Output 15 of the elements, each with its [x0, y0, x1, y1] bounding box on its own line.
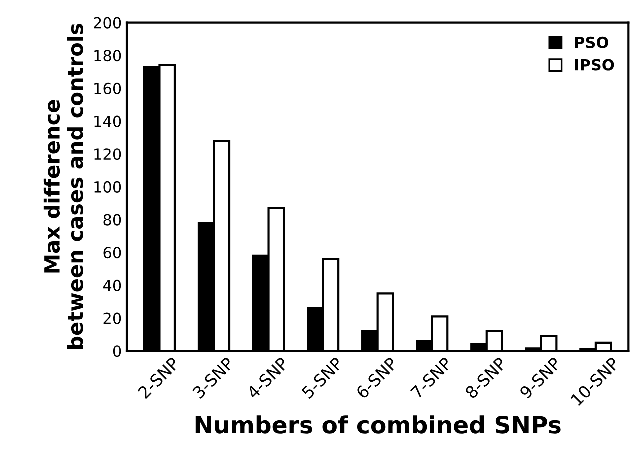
legend-label: PSO [575, 36, 608, 48]
y-tick-label: 160 [94, 82, 122, 94]
y-tick-label: 0 [113, 346, 122, 358]
y-tick-label: 140 [94, 116, 122, 128]
y-tick-label: 100 [94, 181, 122, 193]
y-tick-label: 80 [104, 214, 122, 226]
y-axis-title: Max difference between cases and controls [44, 24, 84, 350]
y-tick-label: 200 [94, 17, 122, 29]
y-tick-label: 120 [94, 148, 122, 160]
legend-label: IPSO [575, 59, 614, 71]
y-tick-label: 20 [104, 312, 122, 324]
y-tick-label: 60 [104, 247, 122, 259]
x-axis-title: Numbers of combined SNPs [196, 416, 561, 434]
y-tick-label: 180 [94, 50, 122, 62]
y-tick-label: 40 [103, 280, 122, 292]
